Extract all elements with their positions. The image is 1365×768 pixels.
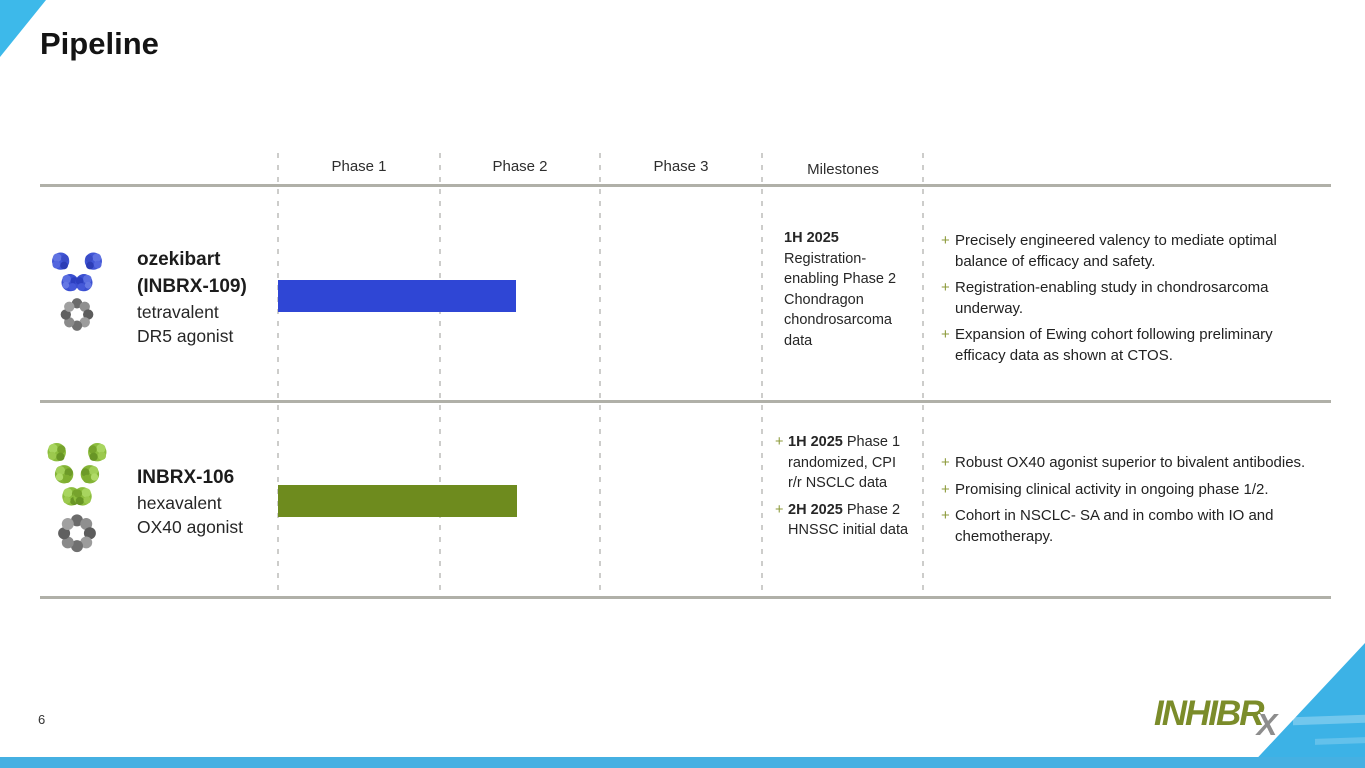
milestone-text: Registration-enabling Phase 2 Chondragon… bbox=[784, 250, 897, 349]
highlight-text: Expansion of Ewing cohort following prel… bbox=[955, 326, 1273, 364]
plus-bullet-icon: + bbox=[941, 279, 950, 296]
column-divider bbox=[761, 153, 763, 598]
drug-name-inbrx-106: INBRX-106 hexavalent OX40 agonist bbox=[137, 464, 243, 539]
antibody-arm-right bbox=[73, 442, 107, 506]
highlight-item: + Precisely engineered valency to mediate… bbox=[941, 231, 1311, 272]
phase-progress-bar-inbrx-106 bbox=[278, 485, 517, 517]
antibody-arm-left bbox=[52, 252, 79, 292]
inhibrx-logo: INHIBRX bbox=[1154, 694, 1277, 742]
highlights-inbrx-106: + Robust OX40 agonist superior to bivalen… bbox=[941, 453, 1326, 553]
highlight-item: + Promising clinical activity in ongoing … bbox=[941, 480, 1326, 501]
antibody-arm-right bbox=[75, 252, 102, 292]
highlights-ozekibart: + Precisely engineered valency to mediate… bbox=[941, 231, 1311, 372]
highlight-item: + Robust OX40 agonist superior to bivalen… bbox=[941, 453, 1326, 474]
drug-name-line: INBRX-106 bbox=[137, 467, 235, 488]
inhibrx-logo-rx-icon: X bbox=[1256, 707, 1278, 742]
page-title: Pipeline bbox=[40, 26, 159, 61]
plus-bullet-icon: + bbox=[941, 326, 950, 343]
highlight-text: Precisely engineered valency to mediate … bbox=[955, 232, 1277, 270]
drug-name-ozekibart: ozekibart (INBRX-109) tetravalent DR5 ag… bbox=[137, 246, 247, 348]
inhibrx-logo-text: INHIBR bbox=[1154, 694, 1265, 733]
column-header-phase2: Phase 2 bbox=[492, 158, 548, 175]
highlight-text: Registration-enabling study in chondrosa… bbox=[955, 279, 1269, 317]
milestone-item: +1H 2025 Phase 1 randomized, CPI r/r NSCL… bbox=[775, 432, 910, 494]
highlight-text: Robust OX40 agonist superior to bivalent… bbox=[955, 454, 1306, 471]
tetravalent-antibody-icon bbox=[52, 252, 102, 331]
drug-subtitle-line: tetravalent bbox=[137, 302, 219, 322]
column-divider bbox=[277, 153, 279, 598]
milestone-period: 2H 2025 bbox=[788, 501, 843, 518]
highlight-item: + Cohort in NSCLC- SA and in combo with I… bbox=[941, 506, 1326, 547]
column-divider bbox=[599, 153, 601, 598]
page-number: 6 bbox=[38, 712, 46, 727]
highlight-text: Cohort in NSCLC- SA and in combo with IO… bbox=[955, 507, 1274, 545]
bottom-accent-bar bbox=[0, 757, 1365, 768]
column-header-milestones: Milestones bbox=[807, 161, 879, 178]
antibody-base-ring bbox=[60, 298, 94, 331]
antibody-base-ring bbox=[58, 514, 96, 553]
plus-bullet-icon: + bbox=[941, 507, 950, 524]
row-divider bbox=[40, 400, 1331, 403]
drug-subtitle-line: hexavalent bbox=[137, 493, 222, 513]
phase-progress-bar-ozekibart bbox=[278, 280, 516, 312]
milestone-item: +2H 2025 Phase 2 HNSSC initial data bbox=[775, 500, 910, 541]
milestone-period: 1H 2025 bbox=[788, 434, 843, 450]
hexavalent-antibody-icon bbox=[47, 442, 107, 553]
plus-bullet-icon: + bbox=[941, 454, 950, 471]
highlight-text: Promising clinical activity in ongoing p… bbox=[955, 480, 1269, 498]
drug-name-line: (INBRX-109) bbox=[137, 276, 247, 297]
column-divider bbox=[439, 153, 441, 598]
milestone-inbrx-106: +1H 2025 Phase 1 randomized, CPI r/r NSCL… bbox=[775, 432, 910, 547]
milestone-text: Phase 2 HNSSC initial data bbox=[788, 501, 909, 539]
column-header-phase3: Phase 3 bbox=[653, 158, 709, 175]
plus-bullet-icon: + bbox=[775, 501, 784, 518]
milestone-text: Phase 1 randomized, CPI r/r NSCLC data bbox=[788, 434, 901, 491]
row-divider bbox=[40, 596, 1331, 599]
drug-subtitle-line: OX40 agonist bbox=[137, 517, 244, 537]
milestone-period: 1H 2025 bbox=[784, 230, 839, 246]
milestone-ozekibart: 1H 2025 Registration-enabling Phase 2 Ch… bbox=[784, 228, 908, 351]
highlight-item: + Expansion of Ewing cohort following pre… bbox=[941, 325, 1311, 366]
column-header-phase1: Phase 1 bbox=[331, 158, 387, 175]
plus-bullet-icon: + bbox=[941, 232, 950, 249]
plus-bullet-icon: + bbox=[775, 434, 784, 450]
drug-subtitle-line: DR5 agonist bbox=[137, 326, 234, 346]
column-divider bbox=[922, 153, 924, 598]
plus-bullet-icon: + bbox=[941, 480, 950, 498]
highlight-item: + Registration-enabling study in chondros… bbox=[941, 278, 1311, 319]
row-divider bbox=[40, 184, 1331, 187]
drug-name-line: ozekibart bbox=[137, 249, 221, 270]
